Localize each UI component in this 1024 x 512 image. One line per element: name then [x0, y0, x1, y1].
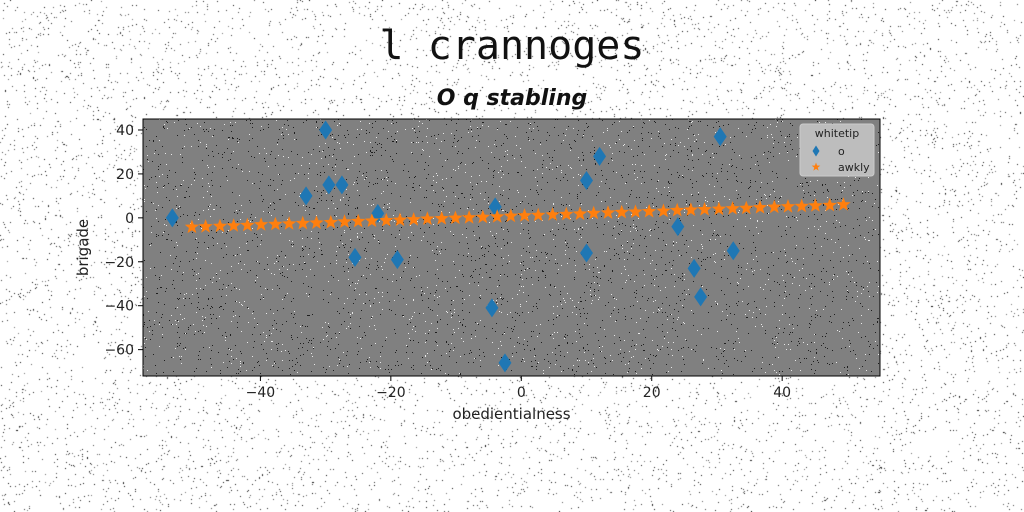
y-tick-label: −60: [104, 343, 134, 359]
point-awkly: [600, 205, 616, 219]
point-o: [485, 298, 499, 318]
point-awkly: [392, 212, 408, 227]
point-o: [322, 175, 336, 195]
point-o: [726, 241, 740, 261]
legend-label-awkly: awkly: [838, 161, 870, 174]
point-awkly: [725, 201, 740, 215]
point-awkly: [836, 197, 851, 211]
point-o: [165, 208, 179, 228]
point-awkly: [572, 206, 588, 220]
point-o: [390, 250, 404, 270]
point-awkly: [490, 209, 505, 223]
point-awkly: [420, 211, 435, 225]
point-awkly: [822, 197, 837, 212]
plot-frame: [142, 118, 881, 377]
point-awkly: [282, 216, 297, 230]
point-o: [498, 353, 512, 373]
point-o: [671, 217, 685, 237]
x-tick-label: 0: [517, 385, 526, 401]
x-axis-label: obedientialness: [452, 405, 570, 423]
point-awkly: [517, 208, 532, 222]
point-awkly: [337, 214, 352, 228]
point-o: [348, 247, 362, 267]
point-o: [593, 146, 607, 166]
point-awkly: [683, 202, 698, 216]
point-awkly: [767, 199, 782, 214]
point-o: [694, 287, 708, 307]
point-awkly: [780, 199, 796, 213]
legend-marker-awkly: [811, 162, 821, 171]
legend: whitetip o awkly: [799, 123, 875, 177]
point-o: [580, 171, 594, 191]
point-awkly: [184, 219, 199, 234]
point-awkly: [253, 217, 269, 231]
point-awkly: [808, 198, 823, 212]
point-awkly: [739, 200, 754, 215]
y-axis-label: brigade: [74, 219, 92, 276]
point-awkly: [697, 202, 712, 216]
point-awkly: [670, 202, 685, 217]
point-o: [335, 175, 349, 195]
legend-box: [799, 123, 875, 177]
point-awkly: [198, 219, 213, 233]
point-awkly: [364, 213, 380, 227]
legend-marker-o: [812, 145, 820, 157]
point-awkly: [434, 211, 449, 225]
point-o: [299, 186, 313, 206]
point-awkly: [226, 218, 241, 232]
point-awkly: [586, 205, 601, 220]
chart-title: O q stabling: [436, 86, 588, 111]
point-awkly: [711, 201, 726, 216]
point-o: [488, 197, 502, 217]
legend-label-o: o: [838, 145, 845, 158]
point-awkly: [268, 216, 283, 231]
point-awkly: [503, 208, 518, 223]
point-awkly: [628, 204, 643, 218]
y-tick-label: −40: [104, 299, 134, 315]
point-awkly: [240, 217, 255, 232]
point-awkly: [656, 203, 671, 218]
point-o: [319, 120, 333, 140]
y-tick-label: 20: [116, 167, 134, 183]
point-awkly: [614, 204, 629, 219]
point-o: [713, 127, 727, 147]
legend-title: whitetip: [815, 127, 859, 140]
x-tick-label: −20: [376, 385, 406, 401]
x-tick-label: 20: [643, 385, 661, 401]
point-awkly: [351, 213, 366, 228]
axis-ticks: −40 −20 0 20 40 −60 −40 −20 0 20 40: [104, 123, 791, 401]
point-awkly: [475, 209, 490, 224]
point-awkly: [545, 207, 560, 221]
point-awkly: [462, 210, 477, 224]
point-awkly: [309, 215, 324, 229]
point-awkly: [295, 215, 310, 230]
y-tick-label: 0: [125, 211, 134, 227]
point-awkly: [379, 213, 394, 227]
figure-title: l crannoges: [379, 23, 645, 69]
point-awkly: [323, 215, 338, 229]
x-tick-label: 40: [773, 385, 791, 401]
point-awkly: [752, 200, 768, 214]
point-awkly: [448, 210, 463, 225]
x-tick-label: −40: [246, 385, 276, 401]
point-awkly: [794, 198, 809, 213]
point-awkly: [642, 204, 657, 218]
point-awkly: [406, 212, 421, 226]
point-awkly: [212, 218, 228, 233]
point-o: [580, 243, 594, 263]
plot-area: [143, 119, 880, 376]
point-awkly: [559, 206, 574, 221]
data-marks: [165, 120, 851, 373]
y-tick-label: −20: [104, 255, 134, 271]
point-o: [687, 258, 701, 278]
y-tick-label: 40: [116, 123, 134, 139]
point-awkly: [531, 207, 546, 222]
